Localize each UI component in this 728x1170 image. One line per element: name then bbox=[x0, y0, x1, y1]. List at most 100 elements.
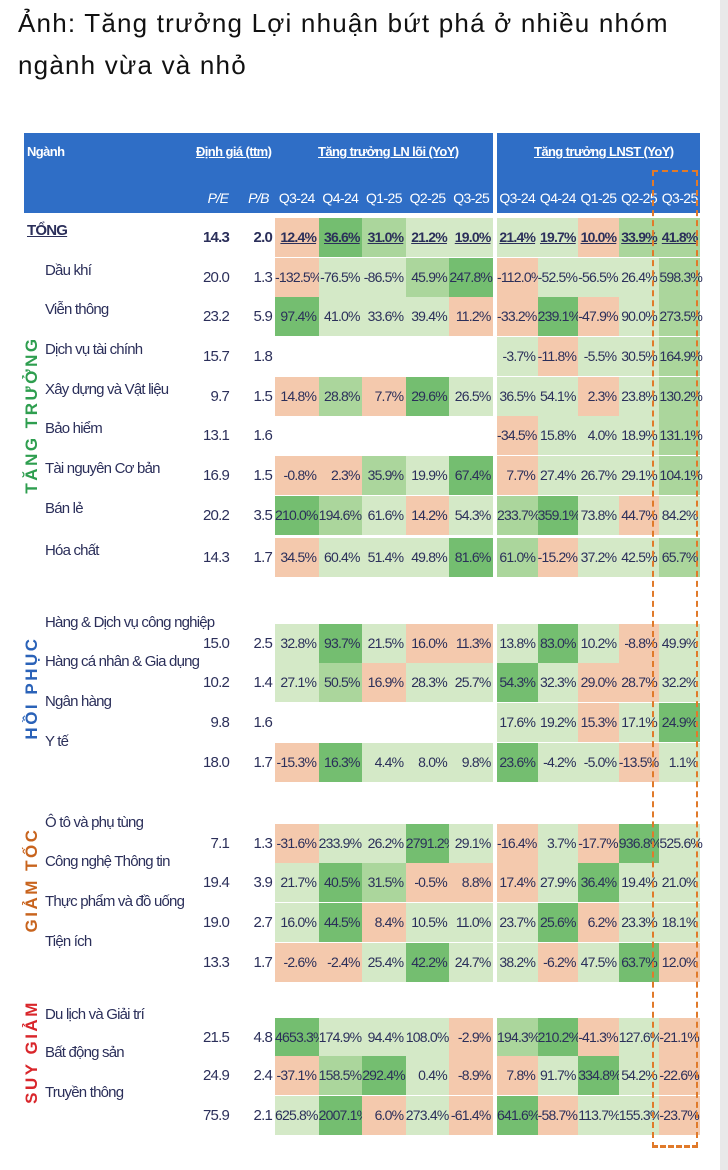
npat-cell: -47.9% bbox=[578, 297, 620, 336]
core-profit-cell: 40.5% bbox=[318, 863, 363, 902]
npat-cell: 113.7% bbox=[578, 1096, 621, 1135]
npat-cell: 18.9% bbox=[618, 416, 660, 455]
header-quarter-st-3: Q2-25 bbox=[621, 190, 658, 206]
core-profit-cell: 158.5% bbox=[318, 1056, 363, 1095]
core-profit-cell: 292.4% bbox=[362, 1056, 407, 1095]
core-profit-cell: 108.0% bbox=[405, 1018, 450, 1057]
pb-value: 1.7 bbox=[253, 954, 273, 971]
core-profit-cell: 8.8% bbox=[449, 863, 494, 902]
npat-cell: -58.7% bbox=[537, 1096, 579, 1135]
npat-cell: 28.7% bbox=[618, 663, 660, 702]
sector-name: Truyền thông bbox=[45, 1084, 124, 1101]
core-profit-cell: 31.5% bbox=[362, 863, 407, 902]
core-profit-cell: 210.0% bbox=[275, 496, 320, 535]
core-profit-cell: 67.4% bbox=[449, 456, 494, 495]
core-profit-cell: 16.9% bbox=[362, 663, 407, 702]
header-pe: P/E bbox=[207, 190, 229, 206]
pe-value: 19.0 bbox=[203, 914, 230, 931]
npat-cell: 26.7% bbox=[578, 456, 620, 495]
core-profit-cell: -2.6% bbox=[275, 943, 320, 982]
core-profit-cell: 34.5% bbox=[275, 538, 320, 577]
pe-value: 9.8 bbox=[210, 714, 230, 731]
npat-cell: 36.5% bbox=[497, 377, 539, 416]
npat-cell: 598.3% bbox=[659, 258, 703, 297]
sector-name: Ô tô và phụ tùng bbox=[45, 814, 144, 831]
core-profit-cell: 21.5% bbox=[362, 624, 407, 663]
sector-name: Dầu khí bbox=[45, 262, 92, 279]
core-profit-cell: 61.6% bbox=[362, 496, 407, 535]
pe-value: 75.9 bbox=[203, 1107, 230, 1124]
core-profit-cell: 9.8% bbox=[449, 743, 494, 782]
npat-cell: 54.2% bbox=[618, 1056, 660, 1095]
npat-cell: -33.2% bbox=[497, 297, 539, 336]
pe-value: 23.2 bbox=[203, 308, 230, 325]
pe-value: 10.2 bbox=[203, 674, 230, 691]
npat-cell: 24.9% bbox=[659, 703, 701, 742]
npat-cell: 19.2% bbox=[537, 703, 579, 742]
group-label: TĂNG TRƯỞNG bbox=[22, 336, 41, 494]
npat-cell: -41.3% bbox=[578, 1018, 620, 1057]
sector-name: Ngân hàng bbox=[45, 693, 112, 710]
npat-cell: 26.4% bbox=[618, 258, 660, 297]
npat-cell: 7.8% bbox=[497, 1056, 539, 1095]
pb-value: 2.0 bbox=[253, 229, 273, 246]
npat-cell: 17.6% bbox=[497, 703, 539, 742]
pe-value: 15.7 bbox=[203, 348, 230, 365]
core-profit-cell: 2.3% bbox=[318, 456, 363, 495]
core-profit-cell: 8.0% bbox=[405, 743, 450, 782]
npat-cell: 12.0% bbox=[659, 943, 701, 982]
core-profit-cell: 31.0% bbox=[362, 218, 407, 257]
npat-cell: 19.7% bbox=[537, 218, 579, 257]
sector-name: Viễn thông bbox=[45, 301, 109, 318]
npat-cell: 194.3% bbox=[497, 1018, 540, 1057]
npat-cell: 30.5% bbox=[618, 337, 660, 376]
core-profit-cell: 11.3% bbox=[449, 624, 494, 663]
pe-value: 16.9 bbox=[203, 467, 230, 484]
core-profit-cell: -86.5% bbox=[362, 258, 407, 297]
core-profit-cell: 24.7% bbox=[449, 943, 494, 982]
header-core-profit: Tăng trưởng LN lõi (YoY) bbox=[318, 144, 459, 159]
npat-cell: -34.5% bbox=[497, 416, 539, 455]
npat-cell: 7.7% bbox=[497, 456, 539, 495]
core-profit-cell: -0.8% bbox=[275, 456, 320, 495]
pb-value: 2.4 bbox=[253, 1067, 273, 1084]
core-profit-cell: 8.4% bbox=[362, 903, 407, 942]
core-profit-cell: -15.3% bbox=[275, 743, 320, 782]
npat-cell: -17.7% bbox=[578, 824, 620, 863]
group-label: SUY GIẢM bbox=[22, 1000, 41, 1104]
pb-value: 1.8 bbox=[253, 348, 273, 365]
core-profit-cell: -37.1% bbox=[275, 1056, 320, 1095]
core-profit-cell: 60.4% bbox=[318, 538, 363, 577]
core-profit-cell: 33.6% bbox=[362, 297, 407, 336]
npat-cell: -23.7% bbox=[659, 1096, 701, 1135]
pb-value: 1.4 bbox=[253, 674, 273, 691]
core-profit-cell: 625.8% bbox=[275, 1096, 320, 1135]
pb-value: 4.8 bbox=[253, 1029, 273, 1046]
npat-cell: 83.0% bbox=[537, 624, 579, 663]
core-profit-cell: -76.5% bbox=[318, 258, 363, 297]
npat-cell: -16.4% bbox=[497, 824, 539, 863]
npat-cell: 18.1% bbox=[659, 903, 701, 942]
core-profit-cell: 44.5% bbox=[318, 903, 363, 942]
core-profit-cell: 0.4% bbox=[405, 1056, 450, 1095]
core-profit-cell: 25.7% bbox=[449, 663, 494, 702]
npat-cell: 44.7% bbox=[618, 496, 660, 535]
npat-cell: 164.9% bbox=[659, 337, 703, 376]
npat-cell: 2.3% bbox=[578, 377, 620, 416]
core-profit-cell: 35.9% bbox=[362, 456, 407, 495]
sector-name: Y tế bbox=[45, 733, 69, 750]
core-profit-cell: 2007.1% bbox=[318, 1096, 369, 1135]
npat-cell: -11.8% bbox=[537, 337, 579, 376]
core-profit-cell: 26.5% bbox=[449, 377, 494, 416]
npat-cell: 13.8% bbox=[497, 624, 539, 663]
header-quarter-st-4: Q3-25 bbox=[661, 190, 699, 206]
core-profit-cell: 21.2% bbox=[405, 218, 450, 257]
header-quarter-ln-0: Q3-24 bbox=[278, 190, 316, 206]
core-profit-cell: -31.6% bbox=[275, 824, 320, 863]
sector-name: Bảo hiểm bbox=[45, 420, 103, 437]
npat-cell: -15.2% bbox=[537, 538, 579, 577]
header-quarter-st-2: Q1-25 bbox=[580, 190, 618, 206]
pe-value: 18.0 bbox=[203, 754, 230, 771]
npat-cell: 3.7% bbox=[537, 824, 579, 863]
scrollbar[interactable] bbox=[720, 0, 728, 1170]
